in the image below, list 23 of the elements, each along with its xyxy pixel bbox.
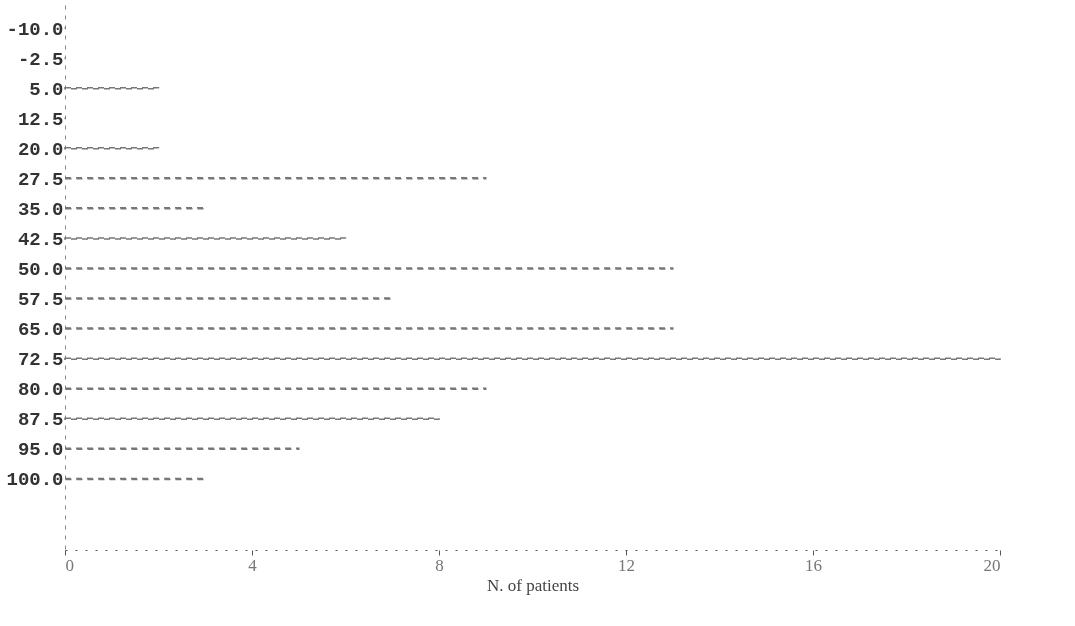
y-tick-label: 72.5: [17, 349, 64, 372]
x-tick-label: 12: [618, 555, 635, 575]
x-axis-title: N. of patients: [486, 575, 580, 595]
x-tick-label: 8: [435, 555, 444, 575]
y-tick-label: -2.5: [17, 48, 64, 71]
y-tick-label: 80.0: [17, 379, 64, 402]
y-tick-label: 12.5: [17, 108, 64, 131]
y-tick-label: 27.5: [17, 168, 64, 191]
y-tick-label: -10.0: [6, 18, 64, 41]
y-tick-label: 5.0: [29, 78, 64, 101]
x-tick-label: 16: [805, 555, 822, 575]
y-tick-label: 95.0: [17, 439, 64, 462]
y-tick-label: 35.0: [17, 198, 64, 221]
y-tick-label: 87.5: [17, 409, 64, 432]
y-tick-label: 50.0: [17, 258, 64, 281]
x-tick-label: 4: [248, 555, 258, 575]
y-tick-label: 100.0: [6, 469, 64, 492]
y-tick-label: 20.0: [17, 138, 64, 161]
x-tick-label: 20: [983, 555, 1001, 575]
y-tick-label: 42.5: [17, 228, 64, 251]
x-tick-label: 0: [65, 555, 74, 575]
y-tick-label: 65.0: [17, 319, 64, 342]
y-tick-label: 57.5: [17, 289, 64, 312]
